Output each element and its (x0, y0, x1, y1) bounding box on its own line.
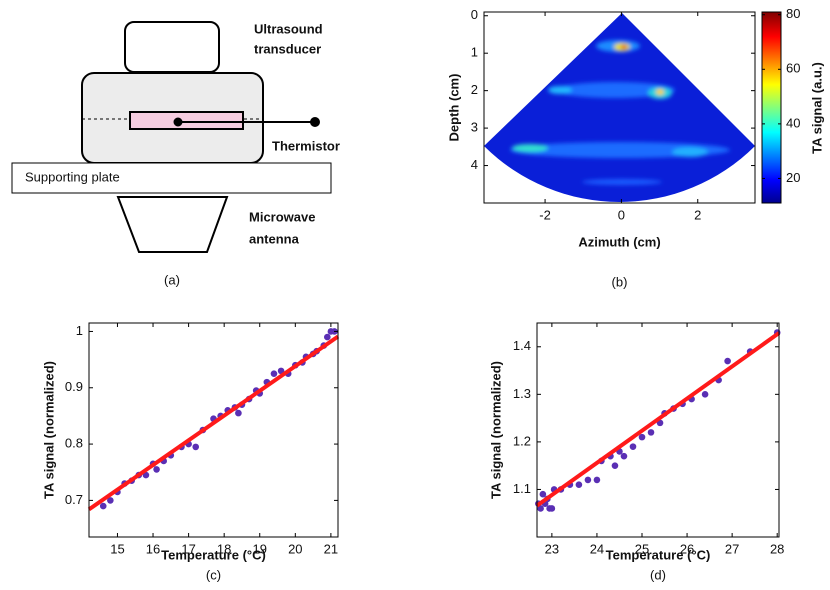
y-tick-label: 1 (76, 323, 83, 338)
ta-image (484, 12, 781, 203)
diagram-label: antenna (249, 231, 300, 246)
thermistor-tip (175, 119, 182, 126)
x-tick-label: 21 (324, 541, 338, 556)
antenna (118, 197, 227, 252)
x-tick-label: 20 (288, 541, 302, 556)
y-axis-label: TA signal (normalized) (41, 361, 56, 499)
x-tick-label: 23 (545, 541, 559, 556)
data-point (576, 481, 583, 488)
y-tick-label: 1 (471, 45, 478, 60)
caption: (b) (612, 274, 628, 289)
diagram-label: Ultrasound (254, 21, 323, 36)
data-point (153, 466, 160, 473)
y-tick-label: 1.1 (513, 481, 531, 496)
colorbar-tick-label: 40 (786, 115, 800, 130)
diagram-label: Microwave (249, 209, 315, 224)
thermistor-end (311, 118, 319, 126)
y-tick-label: 0.9 (65, 379, 83, 394)
data-point (594, 477, 601, 484)
y-tick-label: 0.8 (65, 436, 83, 451)
y-tick-label: 1.4 (513, 338, 531, 353)
y-tick-label: 0 (471, 7, 478, 22)
y-tick-label: 4 (471, 157, 478, 172)
caption: (a) (164, 272, 180, 287)
colorbar-tick-label: 20 (786, 170, 800, 185)
transducer (125, 22, 219, 72)
axes-box (537, 323, 779, 537)
x-tick-label: 16 (146, 541, 160, 556)
x-axis-label: Temperature (°C) (606, 547, 711, 562)
data-point (100, 503, 107, 510)
caption: (d) (650, 567, 666, 582)
diagram-label: transducer (254, 41, 321, 56)
y-tick-label: 0.7 (65, 492, 83, 507)
y-axis-label: Depth (cm) (446, 74, 461, 142)
x-tick-label: 28 (770, 541, 784, 556)
blob (621, 45, 627, 49)
caption: (c) (206, 567, 221, 582)
data-point (724, 358, 731, 365)
y-tick-label: 1.3 (513, 386, 531, 401)
sample (130, 112, 243, 129)
y-tick-label: 2 (471, 82, 478, 97)
data-point (235, 410, 242, 417)
data-point (585, 477, 592, 484)
axes-box (89, 323, 338, 537)
data-point (271, 370, 278, 377)
data-point (621, 453, 628, 460)
diagram-label: Thermistor (272, 138, 340, 153)
x-axis-label: Temperature (°C) (161, 547, 266, 562)
y-tick-label: 3 (471, 120, 478, 135)
blob (672, 147, 708, 157)
x-tick-label: 0 (618, 207, 625, 222)
data-point (648, 429, 655, 436)
figure: Ultrasound transducer Thermistor Support… (0, 0, 830, 590)
x-tick-label: -2 (539, 207, 551, 222)
colorbar-label: TA signal (a.u.) (809, 62, 824, 154)
data-point (192, 444, 199, 451)
fit-line (537, 333, 779, 506)
fit-line (89, 337, 338, 510)
colorbar-tick-label: 80 (786, 6, 800, 21)
blob (512, 144, 548, 152)
data-point (630, 443, 637, 450)
x-axis-label: Azimuth (cm) (578, 234, 660, 249)
data-point (612, 462, 619, 469)
y-axis-label: TA signal (normalized) (488, 361, 503, 499)
y-tick-label: 1.2 (513, 433, 531, 448)
data-point (549, 505, 556, 512)
data-point (702, 391, 709, 398)
data-point (324, 334, 331, 341)
blob (582, 179, 662, 185)
colorbar (762, 12, 781, 203)
blob (548, 86, 572, 94)
colorbar-tick-label: 60 (786, 61, 800, 76)
blob (656, 89, 664, 95)
diagram-label: Supporting plate (25, 169, 120, 184)
x-tick-label: 2 (694, 207, 701, 222)
data-point (639, 434, 646, 441)
x-tick-label: 27 (725, 541, 739, 556)
x-tick-label: 24 (590, 541, 604, 556)
x-tick-label: 15 (110, 541, 124, 556)
